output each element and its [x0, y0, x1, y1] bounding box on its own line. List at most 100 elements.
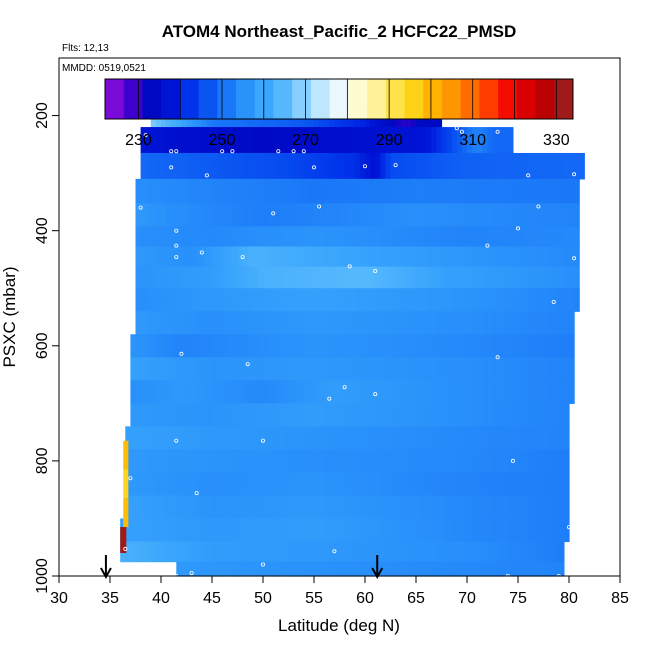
heatmap-cell — [405, 357, 412, 381]
heatmap-cell — [237, 380, 244, 404]
heatmap-cell — [334, 334, 341, 358]
heatmap-cell — [155, 334, 162, 358]
heatmap-cell — [176, 449, 182, 473]
heatmap-cell — [227, 334, 233, 358]
dates-label: MMDD: 0519,0521 — [62, 63, 146, 74]
heatmap-cell — [354, 380, 361, 404]
heatmap-cell — [191, 449, 198, 473]
heatmap-cell — [543, 495, 550, 520]
heatmap-cell — [390, 127, 397, 154]
heatmap-cell — [431, 203, 437, 227]
heatmap-cell — [482, 178, 488, 204]
heatmap-cell — [538, 334, 545, 358]
heatmap-cell — [176, 203, 182, 227]
heatmap-cell — [166, 203, 172, 227]
heatmap-cell — [456, 495, 463, 520]
heatmap-cell — [380, 266, 386, 289]
heatmap-cell — [339, 203, 346, 227]
colorbar-swatch — [310, 79, 331, 119]
heatmap-cell — [507, 127, 514, 154]
heatmap-cell — [477, 127, 483, 154]
heatmap-cell — [446, 152, 453, 180]
heatmap-cell — [370, 357, 376, 381]
heatmap-cell — [171, 449, 177, 473]
y-tick-label: 200 — [34, 102, 51, 129]
heatmap-cell — [461, 152, 468, 180]
heatmap-cell — [405, 288, 412, 312]
heatmap-cell — [181, 426, 188, 450]
heatmap-cell — [303, 357, 310, 381]
heatmap-cell — [145, 357, 152, 381]
heatmap-cell — [502, 226, 509, 248]
heatmap-cell — [497, 541, 504, 563]
heatmap-cell — [436, 203, 443, 227]
heatmap-cell — [242, 495, 249, 520]
heatmap-cell — [375, 380, 381, 404]
heatmap-cell — [181, 152, 188, 180]
heatmap-cell — [196, 203, 203, 227]
heatmap-cell — [257, 561, 264, 577]
heatmap-cell — [242, 311, 249, 335]
heatmap-cell — [574, 203, 580, 227]
heatmap-cell — [370, 449, 376, 473]
heatmap-cell — [263, 495, 269, 520]
heatmap-cell — [569, 178, 575, 204]
heatmap-cell — [212, 518, 218, 543]
heatmap-cell — [436, 311, 443, 335]
heatmap-cell — [426, 334, 432, 358]
heatmap-cell — [186, 334, 193, 358]
heatmap-cell — [293, 357, 300, 381]
heatmap-cell — [339, 246, 346, 268]
heatmap-cell — [283, 380, 290, 404]
heatmap-cell — [196, 246, 203, 268]
heatmap-cell — [543, 357, 550, 381]
heatmap-cell — [181, 380, 188, 404]
heatmap-cell — [324, 127, 330, 154]
heatmap-cell — [365, 127, 371, 154]
heatmap-cell — [319, 449, 325, 473]
heatmap-cell — [181, 334, 188, 358]
heatmap-cell — [533, 495, 539, 520]
heatmap-cell — [191, 288, 198, 312]
heatmap-cell — [365, 541, 371, 563]
heatmap-cell — [298, 472, 305, 497]
heatmap-cell — [232, 246, 239, 268]
heatmap-cell — [135, 178, 142, 204]
heatmap-cell — [201, 127, 208, 154]
heatmap-cell — [533, 357, 539, 381]
heatmap-cell — [196, 266, 203, 289]
heatmap-cell — [298, 357, 305, 381]
sample-point — [317, 204, 322, 209]
heatmap-cell — [181, 472, 188, 497]
heatmap-cell — [237, 127, 244, 154]
heatmap-cell — [206, 178, 213, 204]
heatmap-cell — [477, 541, 483, 563]
heatmap-cell — [405, 449, 412, 473]
heatmap-cell — [314, 472, 320, 497]
heatmap-cell — [538, 226, 545, 248]
heatmap-cell — [196, 518, 203, 543]
heatmap-cell — [191, 178, 198, 204]
heatmap-cell — [273, 152, 279, 180]
heatmap-cell — [273, 246, 279, 268]
heatmap-cell — [257, 403, 264, 427]
heatmap-cell — [222, 357, 228, 381]
heatmap-cell — [242, 334, 249, 358]
heatmap-cell — [416, 127, 422, 154]
heatmap-cell — [319, 472, 325, 497]
heatmap-cell — [273, 541, 279, 563]
heatmap-cell — [553, 495, 560, 520]
heatmap-cell — [283, 495, 290, 520]
heatmap-cell — [273, 311, 279, 335]
colorbar-tick-labels: 230 250 270 290 310 330 — [125, 132, 570, 149]
heatmap-cell — [196, 449, 203, 473]
heatmap-cell — [416, 152, 422, 180]
heatmap-cell — [405, 178, 412, 204]
heatmap-cell — [257, 178, 264, 204]
heatmap-cell — [558, 426, 565, 450]
heatmap-cell — [278, 266, 284, 289]
heatmap-cell — [222, 518, 228, 543]
heatmap-cell — [135, 226, 142, 248]
heatmap-cell — [349, 203, 356, 227]
heatmap-cell — [446, 127, 453, 154]
